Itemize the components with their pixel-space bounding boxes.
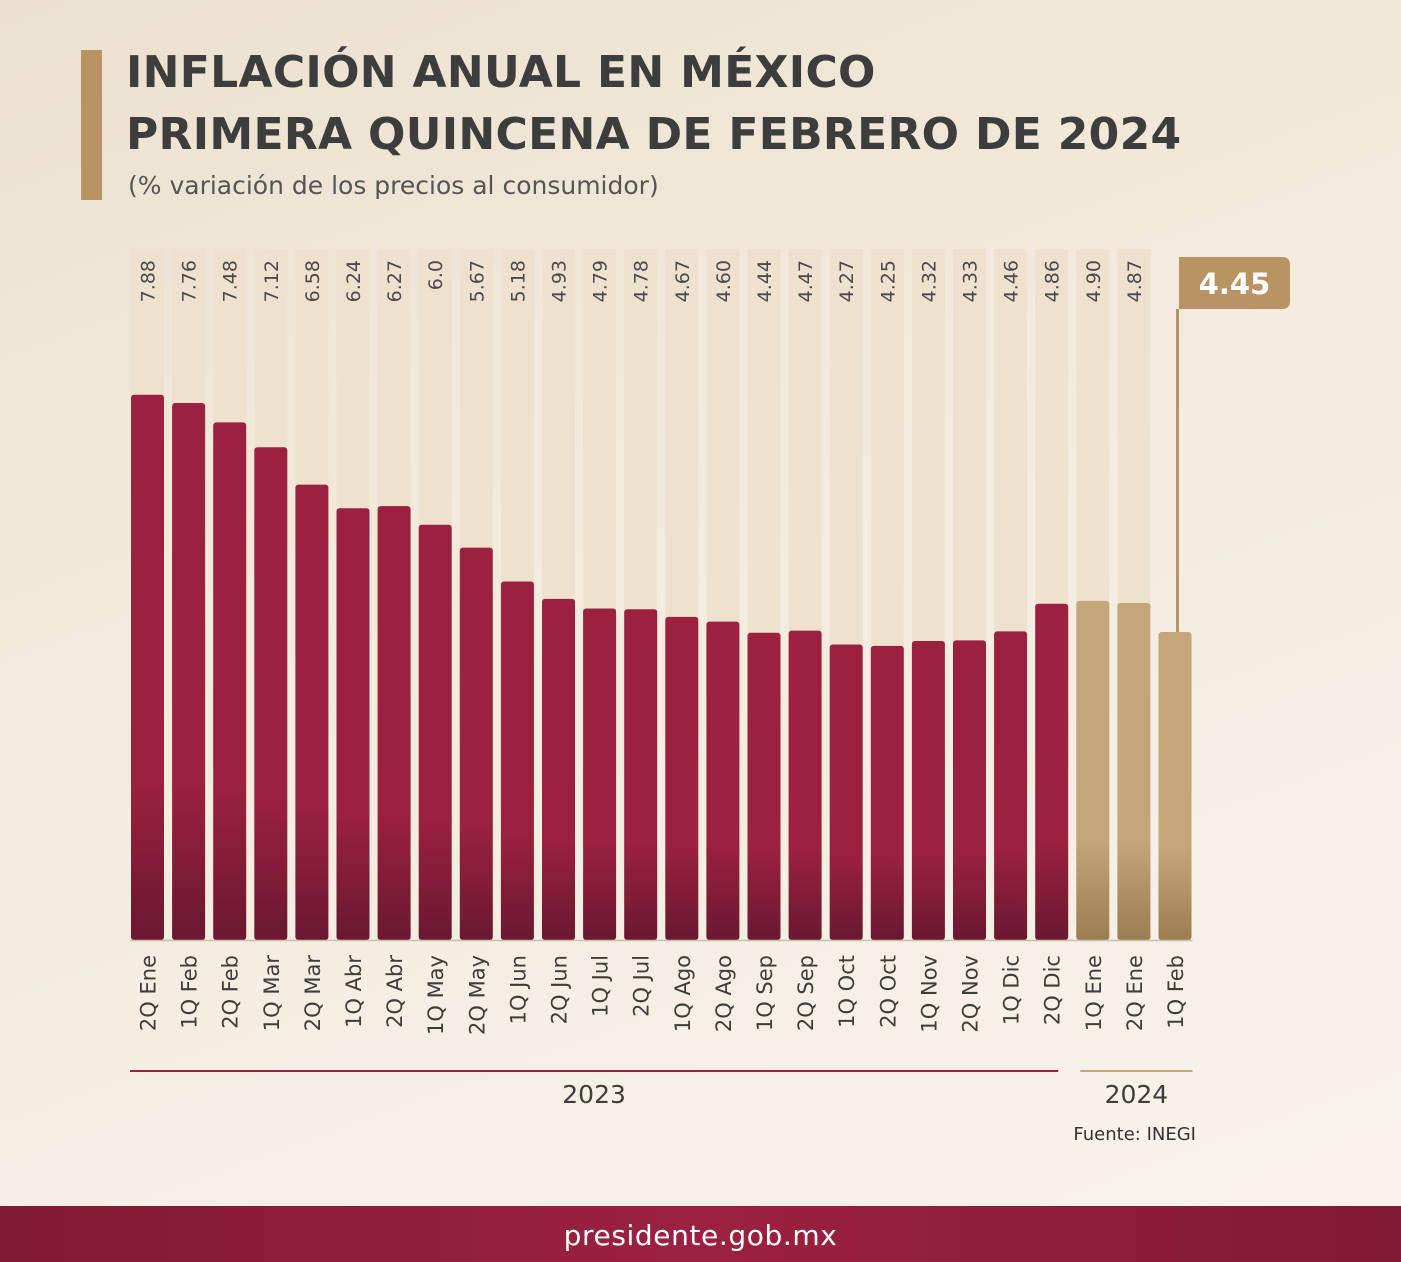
- category-label: 1Q Ene: [1082, 955, 1106, 1031]
- bar: [459, 547, 493, 940]
- value-label: 4.67: [672, 260, 694, 302]
- category-label: 1Q Nov: [917, 955, 941, 1033]
- bar: [665, 616, 699, 940]
- bar: [213, 422, 247, 940]
- value-label: 4.27: [836, 260, 858, 302]
- category-label: 2Q Ene: [1123, 955, 1147, 1031]
- chart-title-line1: INFLACIÓN ANUAL EN MÉXICO: [126, 47, 876, 98]
- footer-url[interactable]: presidente.gob.mx: [563, 1219, 838, 1252]
- category-label: 2Q Abr: [383, 955, 407, 1028]
- category-label: 1Q Jun: [506, 955, 530, 1024]
- bar: [829, 644, 863, 940]
- bar: [747, 632, 781, 940]
- value-label: 4.79: [590, 260, 612, 302]
- bar: [911, 641, 945, 940]
- value-label: 5.67: [466, 260, 488, 302]
- title-accent-bar: [81, 50, 102, 200]
- value-label: 7.12: [261, 260, 283, 302]
- bar: [870, 645, 904, 940]
- category-label: 1Q Dic: [1000, 955, 1024, 1025]
- value-label: 4.32: [918, 260, 940, 302]
- bar: [1076, 600, 1110, 940]
- value-label: 4.90: [1083, 260, 1105, 302]
- category-label: 2Q Ago: [712, 955, 736, 1032]
- category-label: 1Q Feb: [1164, 955, 1188, 1029]
- category-label: 1Q Mar: [260, 955, 284, 1032]
- bar: [994, 631, 1028, 940]
- value-label: 4.78: [631, 260, 653, 302]
- source-note: Fuente: INEGI: [1073, 1124, 1196, 1145]
- value-label: 4.60: [713, 260, 735, 302]
- value-label: 4.46: [1001, 260, 1023, 302]
- value-label: 7.48: [220, 260, 242, 302]
- category-label: 1Q Jul: [589, 955, 613, 1017]
- category-label: 1Q Ago: [671, 955, 695, 1032]
- bar: [131, 394, 164, 941]
- callout-value: 4.45: [1199, 267, 1271, 301]
- value-label: 4.33: [960, 260, 982, 302]
- bar: [624, 609, 658, 940]
- value-label: 7.88: [138, 260, 160, 302]
- category-label: 2Q Dic: [1041, 955, 1065, 1025]
- bar: [377, 506, 411, 940]
- year-label: 2023: [562, 1080, 626, 1109]
- bar: [953, 640, 986, 940]
- category-label: 2Q Ene: [137, 955, 161, 1031]
- chart-subtitle: (% variación de los precios al consumido…: [128, 171, 659, 200]
- bar: [706, 621, 740, 940]
- value-label: 6.27: [384, 260, 406, 302]
- category-label: 1Q Abr: [342, 955, 366, 1028]
- value-label: 5.18: [507, 260, 529, 302]
- value-label: 4.86: [1042, 260, 1064, 302]
- category-label: 1Q Sep: [753, 955, 777, 1031]
- value-label: 6.0: [425, 260, 447, 290]
- category-label: 2Q Jul: [630, 955, 654, 1017]
- bar: [295, 484, 329, 940]
- footer-bar: presidente.gob.mx: [0, 1206, 1401, 1262]
- category-label: 2Q May: [465, 955, 489, 1035]
- callout-box: [1179, 257, 1290, 309]
- value-label: 4.93: [549, 260, 571, 302]
- bar: [336, 508, 370, 940]
- value-label: 4.47: [795, 260, 817, 302]
- category-label: 1Q Feb: [178, 955, 202, 1029]
- bar: [418, 524, 452, 940]
- bar: [500, 581, 534, 940]
- category-label: 2Q Feb: [219, 955, 243, 1029]
- year-label: 2024: [1105, 1080, 1169, 1109]
- bar-chart: 7.88 2Q Ene 7.76 1Q Feb 7.48 2Q Feb 7.12 1Q Mar…: [130, 249, 1290, 1109]
- bar: [788, 630, 822, 940]
- category-label: 2Q Sep: [794, 955, 818, 1031]
- value-label: 4.44: [754, 260, 776, 302]
- category-label: 2Q Nov: [959, 955, 983, 1033]
- value-label: 6.24: [343, 260, 365, 302]
- chart-title-line2: PRIMERA QUINCENA DE FEBRERO DE 2024: [126, 109, 1182, 160]
- category-label: 2Q Oct: [876, 955, 900, 1028]
- category-label: 1Q May: [424, 955, 448, 1035]
- bar: [542, 598, 575, 940]
- category-label: 2Q Mar: [301, 955, 325, 1032]
- bar: [172, 403, 206, 940]
- bar: [583, 608, 617, 940]
- bar: [1158, 632, 1192, 940]
- value-label: 6.58: [302, 260, 324, 302]
- bar: [1035, 603, 1069, 940]
- category-label: 1Q Oct: [835, 955, 859, 1028]
- value-label: 4.25: [877, 260, 899, 302]
- bar: [1117, 602, 1151, 940]
- value-label: 4.87: [1124, 260, 1146, 302]
- value-label: 7.76: [179, 260, 201, 302]
- category-label: 2Q Jun: [548, 955, 572, 1024]
- bar: [254, 447, 288, 940]
